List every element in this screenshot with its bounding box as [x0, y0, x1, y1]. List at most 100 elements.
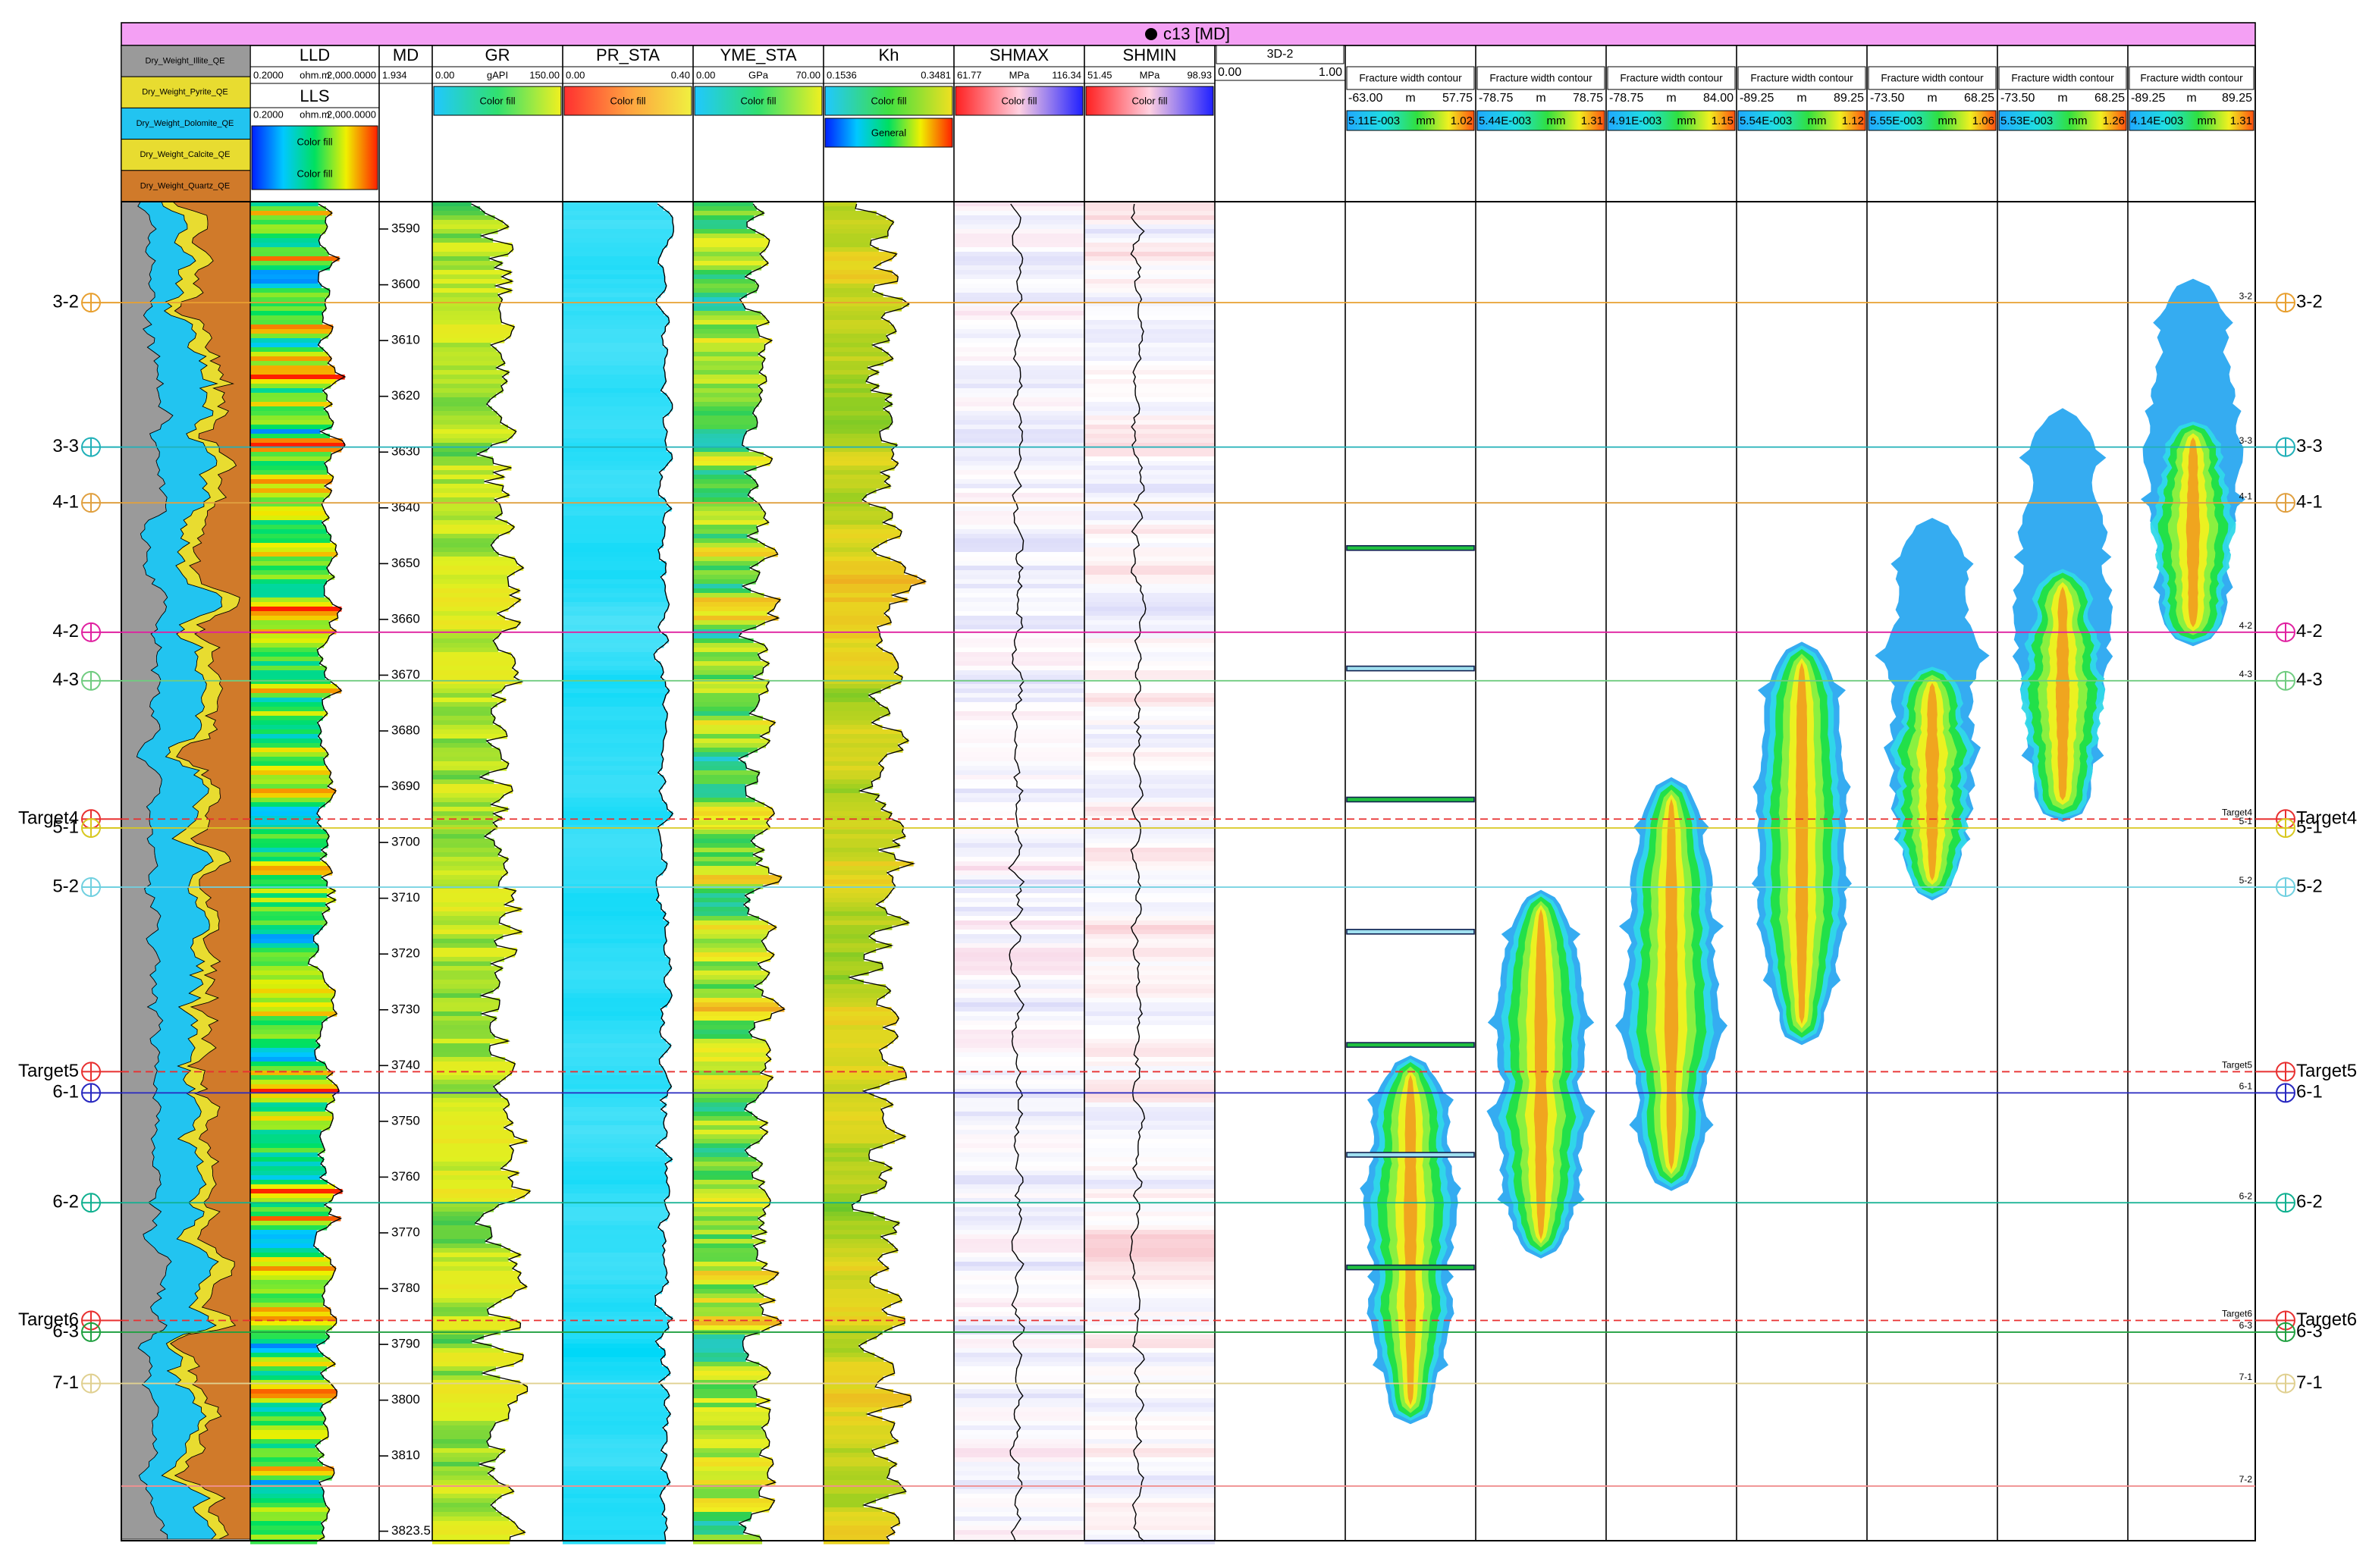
log-fill: [250, 761, 325, 767]
log-fill: [432, 1453, 500, 1458]
log-fill: [693, 1148, 745, 1153]
log-fill: [954, 1526, 1084, 1531]
log-fill: [250, 684, 337, 689]
log-fill: [954, 365, 1084, 371]
log-fill: [1084, 748, 1215, 753]
log-fill: [250, 1475, 332, 1481]
log-fill: [693, 1503, 773, 1508]
log-fill: [250, 834, 330, 839]
log-fill: [954, 352, 1084, 357]
log-fill: [824, 452, 894, 457]
log-fill: [1084, 729, 1215, 735]
log-fill: [1084, 993, 1215, 999]
log-fill: [432, 670, 519, 676]
log-fill: [824, 1435, 893, 1440]
log-fill: [250, 1180, 328, 1185]
log-fill: [250, 634, 330, 639]
log-fill: [563, 293, 661, 298]
log-fill: [693, 811, 775, 817]
log-fill: [250, 770, 331, 776]
log-fill: [1084, 734, 1215, 739]
marker-label-inner: 6-2: [2239, 1190, 2253, 1201]
log-fill: [563, 579, 664, 585]
log-fill: [563, 243, 667, 248]
legend-swatch: [121, 45, 251, 77]
log-fill: [250, 379, 337, 384]
log-fill: [432, 1075, 506, 1080]
log-fill: [693, 438, 743, 444]
log-fill: [250, 716, 323, 721]
log-fill: [250, 1435, 328, 1440]
log-fill: [250, 1412, 324, 1417]
log-fill: [563, 1057, 660, 1062]
log-fill: [250, 1207, 331, 1212]
log-fill: [563, 989, 671, 994]
log-fill: [563, 338, 664, 343]
log-fill: [250, 570, 329, 575]
log-fill: [693, 1112, 752, 1117]
log-fill: [1084, 1016, 1215, 1021]
log-fill: [824, 648, 883, 653]
log-fill: [693, 638, 754, 644]
marker-label: 4-3: [2296, 670, 2323, 690]
log-fill: [250, 1539, 318, 1544]
log-fill: [563, 834, 660, 839]
log-fill: [250, 1262, 331, 1267]
log-fill: [563, 1175, 667, 1181]
log-fill: [1084, 1448, 1215, 1454]
log-fill: [824, 1353, 875, 1358]
log-fill: [1084, 1284, 1215, 1290]
log-fill: [693, 602, 777, 607]
log-fill: [693, 1398, 770, 1403]
log-fill: [824, 984, 886, 989]
log-fill: [432, 475, 504, 480]
log-fill: [954, 1503, 1084, 1508]
log-fill: [954, 943, 1084, 949]
log-fill: [824, 370, 879, 375]
log-fill: [954, 456, 1084, 462]
log-fill: [563, 1152, 667, 1158]
log-fill: [250, 1471, 334, 1476]
log-fill: [1084, 516, 1215, 521]
log-fill: [954, 1380, 1084, 1385]
log-fill: [432, 1116, 508, 1121]
log-fill: [693, 648, 768, 653]
log-fill: [824, 1516, 899, 1522]
log-fill: [563, 370, 665, 375]
log-fill: [1084, 1253, 1215, 1258]
log-fill: [693, 1207, 764, 1212]
log-fill: [563, 1266, 667, 1272]
log-fill: [432, 329, 512, 334]
log-fill: [432, 1494, 502, 1499]
log-fill: [1084, 547, 1215, 553]
log-fill: [824, 297, 903, 303]
scale-left: -78.75: [1609, 92, 1643, 105]
log-fill: [693, 993, 762, 999]
log-fill: [954, 611, 1084, 616]
log-fill: [1084, 1071, 1215, 1076]
log-fill: [824, 1057, 883, 1062]
log-fill: [954, 925, 1084, 930]
log-fill: [954, 934, 1084, 939]
log-fill: [824, 784, 873, 789]
log-fill: [563, 1530, 665, 1535]
log-fill: [250, 1098, 335, 1103]
log-fill: [250, 807, 319, 812]
log-fill: [432, 1234, 492, 1240]
log-fill: [250, 875, 322, 880]
log-fill: [954, 861, 1084, 867]
log-fill: [693, 920, 769, 926]
log-fill: [693, 1294, 764, 1299]
log-fill: [824, 484, 891, 489]
log-fill: [693, 502, 760, 507]
log-fill: [954, 820, 1084, 826]
log-fill: [693, 1048, 771, 1053]
log-fill: [432, 1385, 528, 1390]
log-fill: [1084, 1039, 1215, 1044]
log-fill: [693, 1139, 760, 1144]
scale-left: -89.25: [1740, 92, 1774, 105]
log-fill: [1084, 1280, 1215, 1285]
log-fill: [824, 707, 888, 712]
log-fill: [954, 279, 1084, 284]
log-fill: [1084, 402, 1215, 407]
